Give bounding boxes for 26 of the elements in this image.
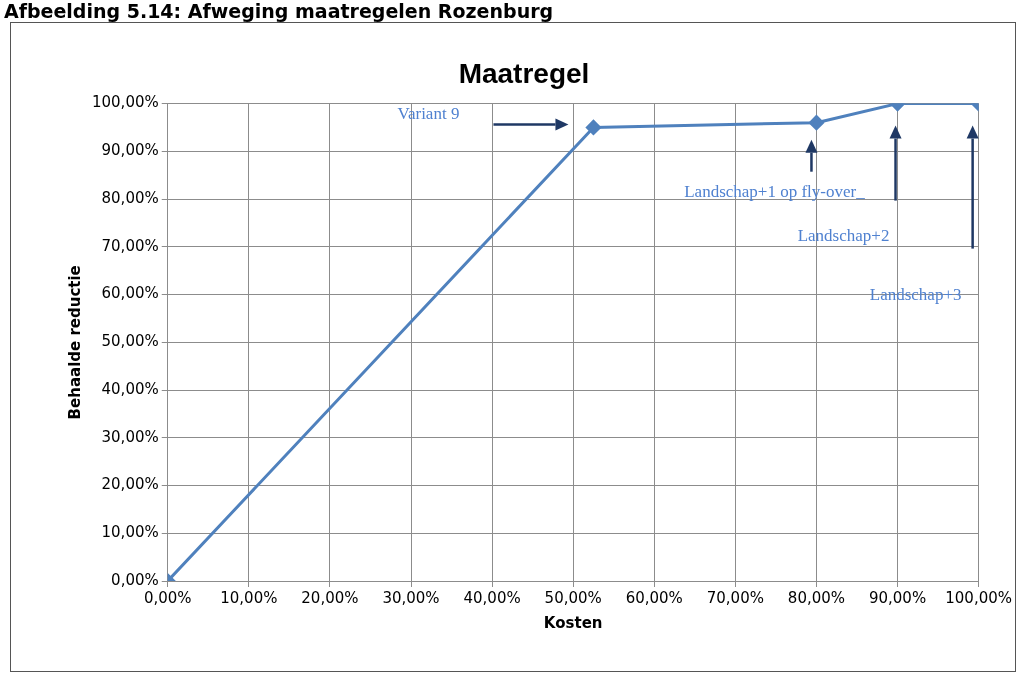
x-tick-label: 60,00%: [625, 588, 683, 607]
x-tick-label: 100,00%: [945, 588, 1013, 607]
x-tick-label: 50,00%: [544, 588, 602, 607]
x-tick-label: 70,00%: [706, 588, 764, 607]
y-tick-label: 10,00%: [101, 523, 159, 542]
x-axis-title: Kosten: [543, 613, 603, 632]
y-tick-label: 40,00%: [101, 379, 159, 398]
y-tick-label: 80,00%: [101, 188, 159, 207]
x-tick-label: 0,00%: [143, 588, 192, 607]
y-axis-title: Behaalde reductie: [65, 265, 84, 420]
x-tick-label: 40,00%: [463, 588, 521, 607]
y-tick-label: 20,00%: [101, 475, 159, 494]
y-tick-label: 50,00%: [101, 332, 159, 351]
y-tick-label: 30,00%: [101, 427, 159, 446]
y-tick-label: 60,00%: [101, 284, 159, 303]
y-tick-label: 70,00%: [101, 236, 159, 255]
x-tick-label: 10,00%: [220, 588, 278, 607]
x-tick-label: 30,00%: [382, 588, 440, 607]
y-tick-label: 90,00%: [101, 141, 159, 160]
y-tick-label: 100,00%: [91, 93, 159, 112]
text: Afbeelding 5.14: Afweging maatregelen Rozenburg: [4, 0, 554, 22]
x-tick-label: 80,00%: [787, 588, 846, 607]
x-tick-label: 20,00%: [301, 588, 359, 607]
x-tick-label: 90,00%: [868, 588, 927, 607]
chart-title: Maatregel: [458, 57, 590, 89]
y-tick-label: 0,00%: [111, 570, 159, 589]
